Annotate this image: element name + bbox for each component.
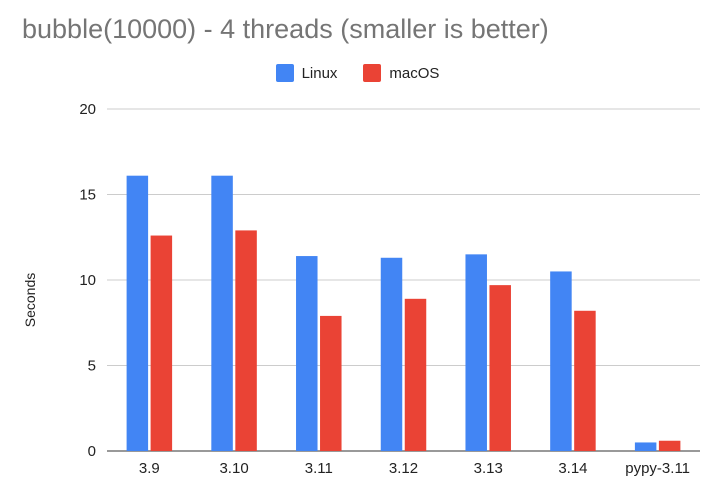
x-tick-label: 3.12 bbox=[389, 460, 418, 477]
x-tick-label: 3.9 bbox=[139, 460, 160, 477]
bar-macos-2 bbox=[320, 315, 342, 451]
legend-label-linux: Linux bbox=[301, 64, 338, 82]
x-tick-label: pypy-3.11 bbox=[625, 460, 690, 477]
bar-linux-2 bbox=[296, 256, 318, 451]
bar-linux-4 bbox=[465, 254, 487, 451]
bar-macos-0 bbox=[150, 235, 173, 451]
bar-linux-0 bbox=[126, 175, 149, 451]
y-tick-label: 15 bbox=[79, 187, 96, 204]
bar-linux-5 bbox=[550, 271, 572, 451]
legend-item-macos[interactable]: macOS bbox=[363, 64, 439, 82]
y-tick-label: 0 bbox=[88, 443, 96, 460]
legend-item-linux[interactable]: Linux bbox=[275, 64, 338, 82]
x-tick-label: 3.10 bbox=[219, 460, 248, 477]
x-tick-label: 3.11 bbox=[305, 460, 333, 477]
x-tick-label: 3.13 bbox=[474, 460, 503, 477]
bar-linux-6 bbox=[634, 442, 657, 451]
y-tick-label: 5 bbox=[88, 358, 96, 375]
bar-linux-3 bbox=[380, 257, 403, 451]
legend-swatch-linux bbox=[275, 64, 294, 82]
legend-label-macos: macOS bbox=[389, 64, 440, 82]
bar-macos-5 bbox=[574, 310, 596, 451]
bar-macos-3 bbox=[404, 298, 427, 451]
chart-title: bubble(10000) - 4 threads (smaller is be… bbox=[22, 14, 549, 44]
bar-macos-4 bbox=[489, 285, 511, 451]
x-tick-label: 3.14 bbox=[558, 460, 587, 477]
bar-linux-1 bbox=[211, 175, 233, 451]
y-tick-label: 20 bbox=[79, 101, 96, 118]
bar-macos-1 bbox=[235, 230, 257, 451]
bar-macos-6 bbox=[658, 440, 681, 451]
legend: Linux macOS bbox=[0, 64, 715, 82]
legend-swatch-macos bbox=[363, 64, 382, 82]
y-tick-label: 10 bbox=[79, 272, 96, 289]
